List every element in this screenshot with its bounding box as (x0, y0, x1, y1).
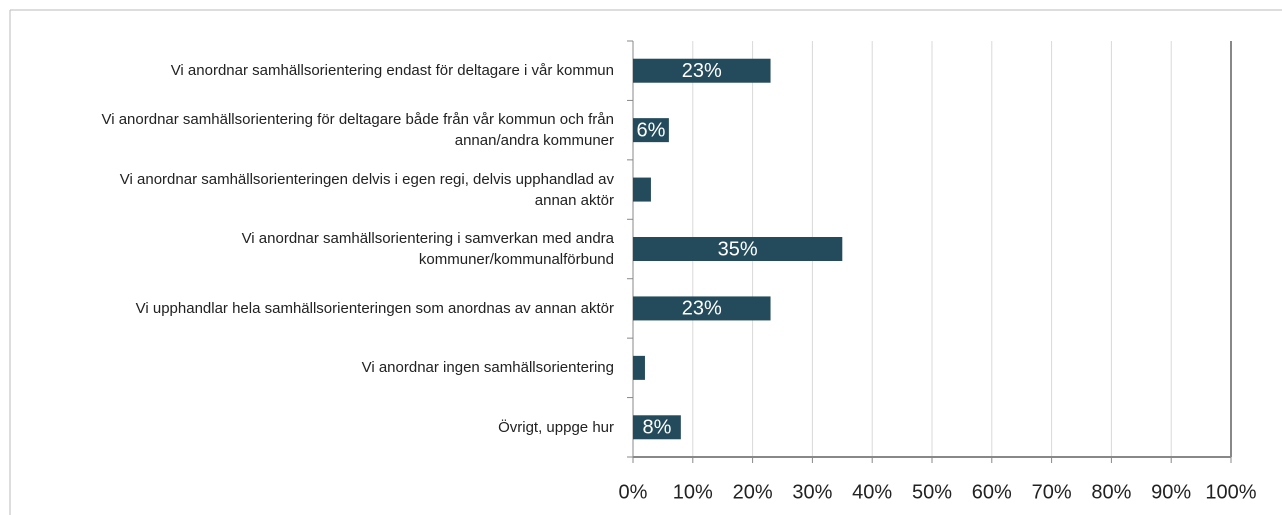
bar (633, 118, 669, 143)
category-label: Vi anordnar samhällsorientering endast f… (170, 62, 614, 80)
x-tick-label: 80% (1091, 481, 1131, 503)
data-label: 35% (718, 238, 758, 260)
bar (633, 58, 771, 83)
category-label: Vi anordnar samhällsorienteringen delvis… (119, 170, 614, 209)
category-label: Övrigt, uppge hur (498, 418, 614, 436)
bar (633, 237, 843, 261)
x-tick-label: 70% (1032, 481, 1072, 503)
category-label: Vi upphandlar hela samhällsorienteringen… (135, 299, 614, 317)
bar (633, 296, 771, 321)
x-tick-label: 90% (1151, 481, 1191, 503)
data-label: 6% (636, 119, 665, 141)
bar (633, 415, 681, 440)
bar (633, 177, 651, 202)
x-tick-label: 20% (733, 481, 773, 503)
category-label: Vi anordnar samhällsorientering för delt… (101, 111, 614, 150)
x-tick-label: 40% (852, 481, 892, 503)
category-label: Vi anordnar ingen samhällsorientering (361, 359, 614, 377)
data-label: 8% (642, 417, 671, 439)
x-tick-label: 10% (673, 481, 713, 503)
bar (633, 355, 645, 380)
data-label: 23% (682, 60, 722, 82)
x-tick-label: 60% (972, 481, 1012, 503)
x-tick-label: 100% (1205, 481, 1256, 503)
x-tick-label: 30% (792, 481, 832, 503)
category-label: Vi anordnar samhällsorientering i samver… (241, 230, 614, 268)
x-tick-label: 50% (912, 481, 952, 503)
x-tick-label: 0% (619, 481, 648, 503)
data-label: 23% (682, 298, 722, 320)
